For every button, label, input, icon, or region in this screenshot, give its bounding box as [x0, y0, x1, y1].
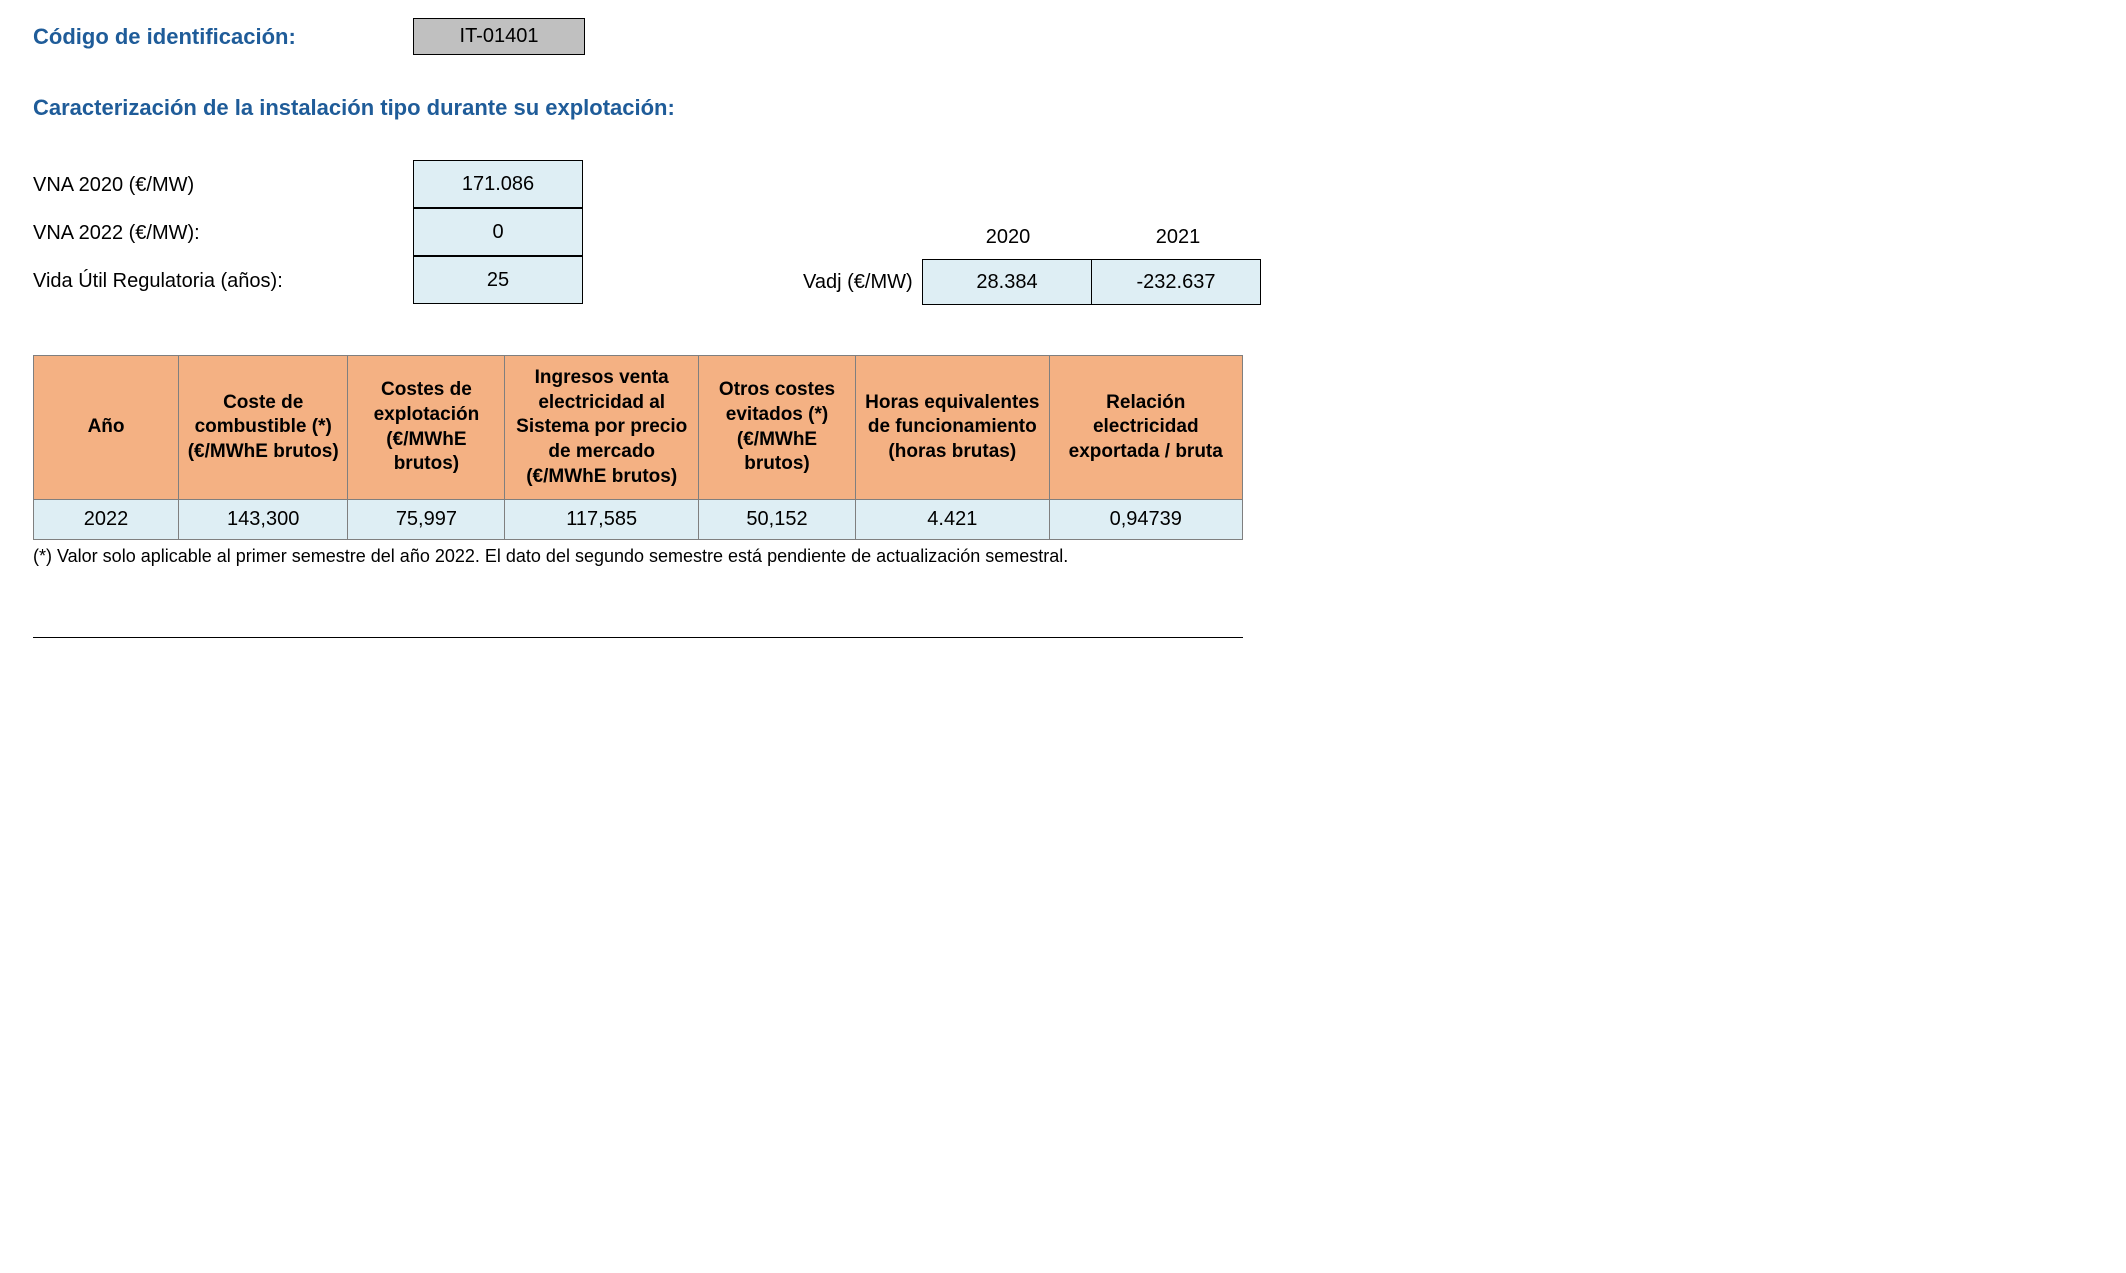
separator-line [33, 637, 1243, 638]
cell-exploitation-cost: 75,997 [348, 500, 505, 540]
cell-revenue: 117,585 [505, 500, 698, 540]
parameters-block: VNA 2020 (€/MW) 171.086 VNA 2022 (€/MW):… [33, 161, 2093, 305]
vna2020-value: 171.086 [413, 160, 583, 208]
col-header-exploitation-cost: Costes de explotación (€/MWhE brutos) [348, 356, 505, 500]
vna2022-value: 0 [413, 208, 583, 256]
vna2020-label: VNA 2020 (€/MW) [33, 161, 413, 209]
vadj-block: 2020 2021 Vadj (€/MW) 28.384 -232.637 [803, 216, 1263, 305]
cell-ratio: 0,94739 [1049, 500, 1242, 540]
vadj-year-1: 2020 [923, 216, 1093, 259]
vadj-value-2: -232.637 [1091, 259, 1261, 305]
vadj-value-1: 28.384 [922, 259, 1092, 305]
table-header-row: Año Coste de combustible (*) (€/MWhE bru… [34, 356, 1243, 500]
identification-header: Código de identificación: IT-01401 [33, 18, 2093, 55]
col-header-year: Año [34, 356, 179, 500]
vadj-label: Vadj (€/MW) [803, 271, 923, 294]
code-label: Código de identificación: [33, 24, 413, 50]
col-header-fuel-cost: Coste de combustible (*) (€/MWhE brutos) [179, 356, 348, 500]
vadj-years-row: 2020 2021 [803, 216, 1263, 259]
parameters-left-grid: VNA 2020 (€/MW) 171.086 VNA 2022 (€/MW):… [33, 161, 583, 305]
vadj-values-row: Vadj (€/MW) 28.384 -232.637 [803, 259, 1263, 305]
cell-year: 2022 [34, 500, 179, 540]
exploitation-table: Año Coste de combustible (*) (€/MWhE bru… [33, 355, 1243, 540]
col-header-hours: Horas equivalentes de funcionamiento (ho… [856, 356, 1049, 500]
cell-hours: 4.421 [856, 500, 1049, 540]
code-value-box: IT-01401 [413, 18, 585, 55]
vida-util-value: 25 [413, 256, 583, 304]
section-subtitle: Caracterización de la instalación tipo d… [33, 95, 2093, 121]
cell-avoided-cost: 50,152 [698, 500, 855, 540]
vida-util-label: Vida Útil Regulatoria (años): [33, 257, 413, 305]
vna2022-label: VNA 2022 (€/MW): [33, 209, 413, 257]
cell-fuel-cost: 143,300 [179, 500, 348, 540]
col-header-ratio: Relación electricidad exportada / bruta [1049, 356, 1242, 500]
table-row: 2022 143,300 75,997 117,585 50,152 4.421… [34, 500, 1243, 540]
col-header-avoided-cost: Otros costes evitados (*) (€/MWhE brutos… [698, 356, 855, 500]
col-header-revenue: Ingresos venta electricidad al Sistema p… [505, 356, 698, 500]
table-footnote: (*) Valor solo aplicable al primer semes… [33, 546, 2093, 567]
vadj-year-2: 2021 [1093, 216, 1263, 259]
